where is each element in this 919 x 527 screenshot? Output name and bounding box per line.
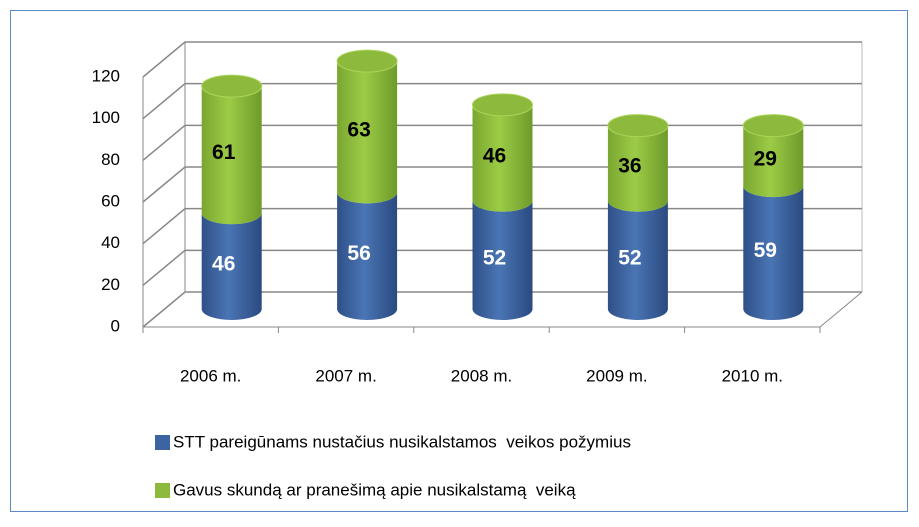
legend-swatch	[155, 435, 170, 450]
bar-segment	[337, 61, 398, 204]
x-tick-label: 2008 m.	[451, 366, 512, 385]
value-label: 36	[618, 155, 641, 178]
y-tick-label: 20	[101, 275, 120, 294]
value-label: 63	[347, 118, 370, 141]
y-tick-label: 0	[111, 316, 120, 335]
bar-top	[607, 114, 669, 138]
bar-segment	[201, 213, 262, 320]
bar-segment	[743, 125, 804, 198]
grid-line	[142, 41, 862, 78]
bar-segment	[472, 104, 533, 212]
x-tick-label: 2006 m.	[180, 366, 241, 385]
bar-segment	[743, 186, 804, 320]
y-tick-label: 120	[92, 66, 120, 85]
y-tick-label: 60	[101, 191, 120, 210]
legend-swatch	[155, 483, 170, 498]
value-label: 52	[483, 246, 506, 269]
legend-label: Gavus skundą ar pranešimą apie nusikalst…	[173, 480, 576, 499]
bar-segment	[201, 86, 262, 225]
y-tick-label: 80	[101, 150, 120, 169]
bar-segment	[337, 192, 398, 320]
x-tick-label: 2010 m.	[722, 366, 783, 385]
bar-segment	[607, 125, 668, 212]
bar-top	[742, 114, 804, 138]
legend-label: STT pareigūnams nustačius nusikalstamos …	[173, 432, 631, 451]
value-label: 29	[754, 147, 777, 170]
grid-line	[142, 82, 862, 120]
value-label: 56	[347, 242, 370, 265]
y-tick-label: 40	[101, 233, 120, 252]
value-label: 52	[618, 246, 641, 269]
x-tick-label: 2007 m.	[315, 366, 376, 385]
x-tick-label: 2009 m.	[586, 366, 647, 385]
value-label: 46	[483, 144, 506, 167]
bar-segment	[472, 200, 533, 320]
value-label: 61	[212, 141, 236, 164]
bar-segment	[607, 200, 668, 320]
y-tick-label: 100	[92, 108, 120, 127]
bar-top	[336, 49, 398, 73]
value-label: 59	[754, 239, 777, 262]
value-label: 46	[212, 253, 235, 276]
bar-top	[472, 93, 533, 117]
bar-top	[201, 74, 263, 98]
axis-line	[819, 291, 863, 328]
